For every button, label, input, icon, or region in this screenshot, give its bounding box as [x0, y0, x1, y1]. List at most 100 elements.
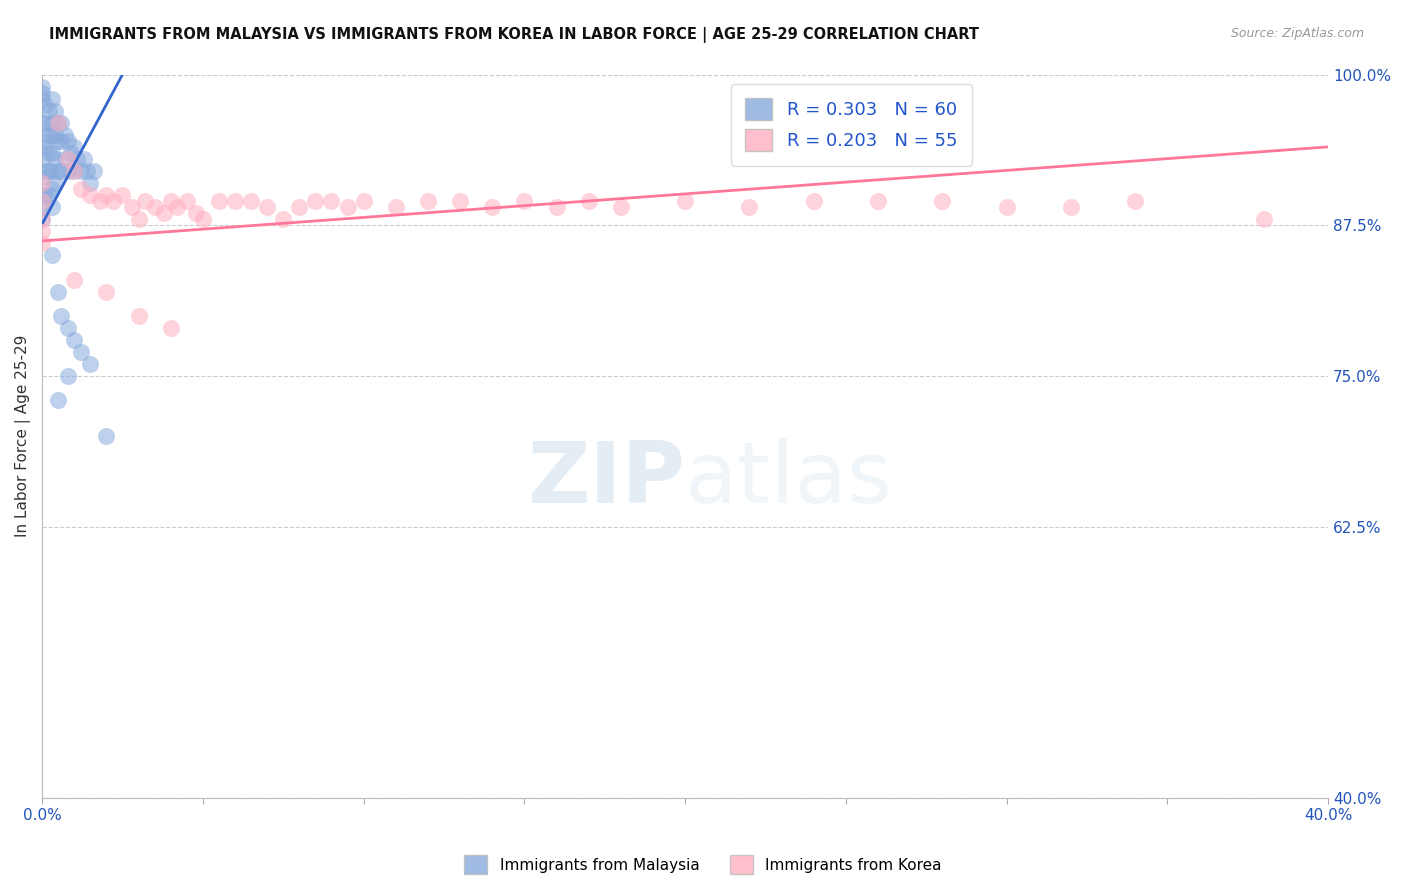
Point: [46, 134, 69, 148]
Point: [1123, 194, 1146, 208]
Point: [995, 200, 1018, 214]
Point: [79, 176, 101, 190]
Point: [738, 200, 761, 214]
Point: [1253, 212, 1275, 227]
Point: [31, 176, 53, 190]
Point: [46, 116, 69, 130]
Point: [931, 194, 953, 208]
Point: [31, 212, 53, 227]
Point: [56, 134, 79, 148]
Point: [134, 194, 156, 208]
Point: [31, 169, 53, 184]
Point: [159, 194, 181, 208]
Point: [336, 200, 359, 214]
Point: [56, 320, 79, 334]
Point: [803, 194, 825, 208]
Point: [304, 194, 326, 208]
Point: [44, 152, 66, 166]
Point: [166, 200, 188, 214]
Point: [866, 194, 889, 208]
Point: [51, 134, 73, 148]
Point: [38, 128, 60, 142]
Point: [159, 320, 181, 334]
Y-axis label: In Labor Force | Age 25-29: In Labor Force | Age 25-29: [15, 335, 31, 538]
Point: [51, 116, 73, 130]
Point: [31, 200, 53, 214]
Point: [34, 164, 56, 178]
Point: [66, 152, 89, 166]
Point: [56, 164, 79, 178]
Legend: R = 0.303   N = 60, R = 0.203   N = 55: R = 0.303 N = 60, R = 0.203 N = 55: [731, 84, 972, 166]
Point: [63, 164, 86, 178]
Point: [53, 152, 76, 166]
Point: [31, 134, 53, 148]
Point: [321, 194, 343, 208]
Point: [271, 212, 294, 227]
Point: [128, 212, 150, 227]
Point: [143, 200, 166, 214]
Point: [31, 86, 53, 100]
Point: [481, 200, 503, 214]
Point: [31, 79, 53, 94]
Point: [176, 194, 198, 208]
Point: [153, 206, 176, 220]
Point: [76, 164, 98, 178]
Point: [31, 236, 53, 251]
Point: [256, 200, 278, 214]
Point: [79, 357, 101, 371]
Point: [31, 92, 53, 106]
Point: [56, 369, 79, 384]
Point: [56, 152, 79, 166]
Legend: Immigrants from Malaysia, Immigrants from Korea: Immigrants from Malaysia, Immigrants fro…: [458, 849, 948, 880]
Point: [51, 164, 73, 178]
Point: [89, 194, 111, 208]
Text: IMMIGRANTS FROM MALAYSIA VS IMMIGRANTS FROM KOREA IN LABOR FORCE | AGE 25-29 COR: IMMIGRANTS FROM MALAYSIA VS IMMIGRANTS F…: [49, 27, 979, 43]
Point: [46, 393, 69, 408]
Point: [240, 194, 263, 208]
Point: [41, 128, 63, 142]
Point: [69, 164, 91, 178]
Point: [63, 272, 86, 286]
Point: [41, 182, 63, 196]
Point: [191, 212, 214, 227]
Point: [513, 194, 536, 208]
Point: [416, 194, 439, 208]
Point: [673, 194, 696, 208]
Point: [578, 194, 600, 208]
Point: [38, 103, 60, 118]
Point: [34, 97, 56, 112]
Point: [38, 164, 60, 178]
Point: [46, 164, 69, 178]
Point: [41, 92, 63, 106]
Point: [46, 116, 69, 130]
Point: [384, 200, 406, 214]
Point: [83, 164, 105, 178]
Point: [53, 128, 76, 142]
Point: [34, 188, 56, 202]
Point: [546, 200, 568, 214]
Point: [128, 309, 150, 323]
Point: [44, 176, 66, 190]
Point: [44, 128, 66, 142]
Point: [63, 140, 86, 154]
Point: [41, 116, 63, 130]
Point: [60, 145, 83, 160]
Point: [31, 116, 53, 130]
Point: [51, 309, 73, 323]
Point: [34, 140, 56, 154]
Text: ZIP: ZIP: [527, 438, 685, 521]
Point: [38, 145, 60, 160]
Point: [79, 188, 101, 202]
Point: [41, 248, 63, 262]
Point: [610, 200, 633, 214]
Point: [73, 152, 96, 166]
Point: [31, 188, 53, 202]
Point: [353, 194, 375, 208]
Point: [1060, 200, 1083, 214]
Point: [63, 164, 86, 178]
Point: [69, 182, 91, 196]
Point: [111, 188, 134, 202]
Point: [31, 224, 53, 238]
Point: [121, 200, 143, 214]
Point: [101, 194, 124, 208]
